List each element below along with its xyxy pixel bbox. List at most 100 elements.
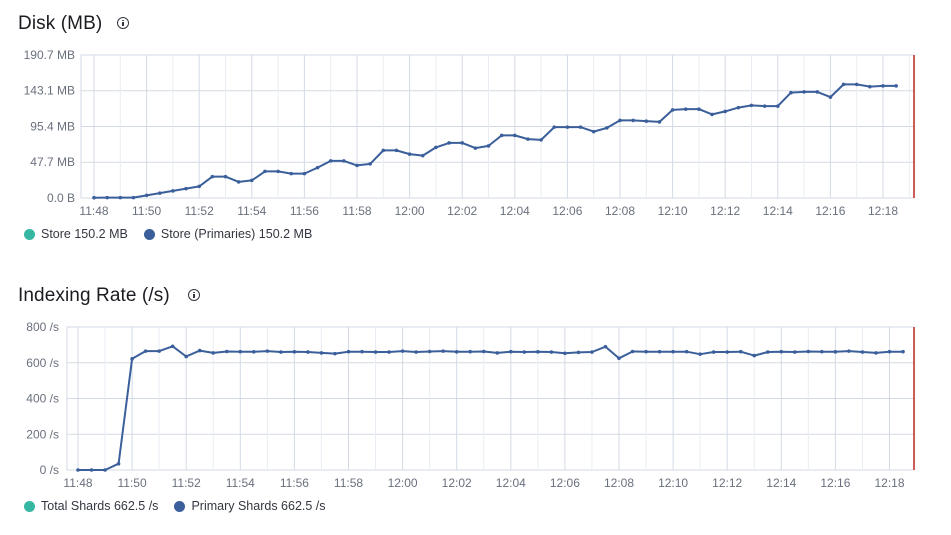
data-point xyxy=(486,144,491,148)
data-point xyxy=(841,82,846,87)
x-tick-label: 12:08 xyxy=(605,204,635,218)
x-tick-label: 11:50 xyxy=(132,204,161,218)
data-point xyxy=(860,350,865,354)
legend-label: Total Shards 662.5 /s xyxy=(41,499,159,513)
data-point xyxy=(434,145,438,150)
data-point xyxy=(92,195,96,200)
data-point xyxy=(197,184,201,189)
x-tick-label: 12:06 xyxy=(550,476,580,490)
x-tick-label: 12:16 xyxy=(815,204,845,218)
data-point xyxy=(806,349,811,354)
data-point xyxy=(670,108,675,112)
data-point xyxy=(881,84,885,88)
x-tick-label: 12:10 xyxy=(658,204,688,218)
x-tick-label: 11:48 xyxy=(63,476,92,490)
x-tick-label: 12:10 xyxy=(658,476,688,490)
x-tick-label: 12:14 xyxy=(763,204,793,218)
data-point xyxy=(184,186,188,191)
x-tick-label: 12:00 xyxy=(388,476,418,490)
data-point xyxy=(302,171,307,176)
x-tick-label: 11:56 xyxy=(280,476,309,490)
data-point xyxy=(263,169,267,174)
data-point xyxy=(828,95,833,99)
x-tick-label: 11:58 xyxy=(334,476,363,490)
data-point xyxy=(618,118,622,123)
info-icon[interactable] xyxy=(188,289,200,301)
data-point xyxy=(236,180,241,184)
data-point xyxy=(631,118,635,123)
data-point xyxy=(591,129,596,134)
indexing-rate-chart[interactable]: 800 /s 600 /s 400 /s 200 /s 0 /s 11:48 11:50 11… xyxy=(0,307,951,532)
y-tick-label: 95.4 MB xyxy=(30,119,75,133)
x-tick-label: 11:58 xyxy=(342,204,371,218)
data-point xyxy=(894,84,898,88)
data-point xyxy=(749,103,754,108)
data-point xyxy=(197,348,202,353)
data-point xyxy=(736,105,741,110)
data-point xyxy=(447,141,451,145)
data-point xyxy=(762,104,767,108)
legend-item-store-primaries[interactable]: Store (Primaries) 150.2 MB xyxy=(143,227,312,241)
data-point xyxy=(342,159,346,163)
data-point xyxy=(368,162,372,166)
data-point xyxy=(315,165,320,170)
data-point xyxy=(265,349,270,353)
data-point xyxy=(684,349,689,354)
data-point xyxy=(211,351,216,355)
x-tick-label: 12:02 xyxy=(442,476,472,490)
data-point xyxy=(333,351,337,356)
data-point xyxy=(815,90,820,94)
info-icon[interactable] xyxy=(117,17,129,29)
data-point xyxy=(400,349,405,353)
indexing-rate-panel: Indexing Rate (/s) 800 /s 600 /s 400 /s 200… xyxy=(0,270,951,535)
data-point xyxy=(454,350,459,354)
legend-swatch xyxy=(24,228,35,240)
data-point xyxy=(710,112,714,117)
data-point xyxy=(578,125,583,129)
indexing-rate-panel-title: Indexing Rate (/s) xyxy=(18,285,170,306)
y-tick-label: 47.7 MB xyxy=(30,155,75,169)
disk-chart[interactable]: 190.7 MB 143.1 MB 95.4 MB 47.7 MB 0.0 B 11:48… xyxy=(0,35,951,260)
data-point xyxy=(738,349,743,354)
data-point xyxy=(414,350,418,354)
data-point xyxy=(387,350,391,354)
data-point xyxy=(549,350,554,354)
data-point xyxy=(854,82,859,87)
data-point xyxy=(328,159,333,163)
data-point xyxy=(671,349,675,354)
data-point xyxy=(130,357,134,361)
data-point xyxy=(103,468,107,472)
data-point xyxy=(144,193,149,198)
data-point xyxy=(171,189,175,193)
data-point xyxy=(820,349,824,354)
x-tick-label: 12:00 xyxy=(395,204,425,218)
legend-swatch xyxy=(143,228,155,240)
data-point xyxy=(224,349,229,354)
data-point xyxy=(630,349,635,354)
data-point xyxy=(427,349,432,354)
data-point xyxy=(526,137,530,141)
data-point xyxy=(346,349,351,354)
x-tick-label: 12:08 xyxy=(604,476,634,490)
legend-item-total-shards[interactable]: Total Shards 662.5 /s xyxy=(24,499,158,513)
data-point xyxy=(868,84,872,89)
data-point xyxy=(833,350,838,354)
x-tick-label: 12:16 xyxy=(820,476,850,490)
data-point xyxy=(360,349,364,354)
legend-item-store[interactable]: Store 150.2 MB xyxy=(24,227,128,241)
data-point xyxy=(292,350,297,354)
x-tick-label: 11:52 xyxy=(172,476,201,490)
data-point xyxy=(355,163,359,168)
data-point xyxy=(522,350,527,354)
data-point xyxy=(170,344,175,349)
legend-label: Primary Shards 662.5 /s xyxy=(191,499,326,513)
data-point xyxy=(765,350,770,354)
data-point xyxy=(509,349,513,354)
x-tick-label: 11:54 xyxy=(226,476,255,490)
data-point xyxy=(683,107,688,111)
data-point xyxy=(499,133,504,138)
disk-panel: Disk (MB) 190.7 MB 143.1 MB 95.4 MB 47.7 MB… xyxy=(0,0,951,260)
legend-item-primary-shards[interactable]: Primary Shards 662.5 /s xyxy=(174,499,326,513)
x-tick-label: 12:12 xyxy=(710,204,740,218)
data-point xyxy=(381,148,386,153)
